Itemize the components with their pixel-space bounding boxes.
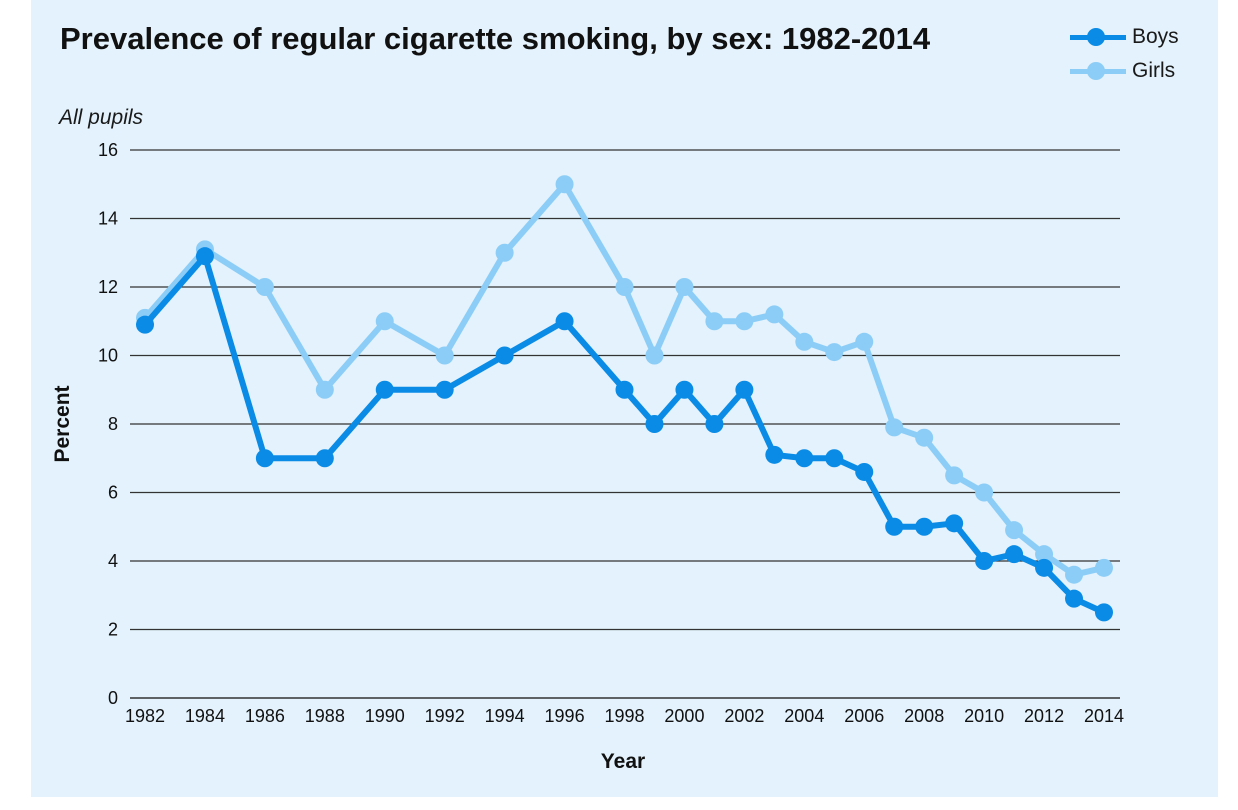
data-point-boys-1984 bbox=[195, 247, 214, 266]
data-point-girls-1992 bbox=[435, 346, 454, 365]
y-tick-label-2: 2 bbox=[108, 620, 118, 640]
y-tick-label-6: 6 bbox=[108, 483, 118, 503]
data-point-girls-1988 bbox=[315, 380, 334, 399]
legend-swatch-boys bbox=[1070, 27, 1126, 47]
data-point-boys-2013 bbox=[1065, 589, 1084, 608]
y-tick-label-12: 12 bbox=[98, 277, 118, 297]
data-point-boys-2005 bbox=[825, 449, 844, 468]
legend-label-boys: Boys bbox=[1132, 25, 1179, 48]
y-tick-label-4: 4 bbox=[108, 551, 118, 571]
x-tick-label-1998: 1998 bbox=[604, 706, 644, 726]
x-tick-label-2014: 2014 bbox=[1084, 706, 1124, 726]
x-tick-label-2000: 2000 bbox=[664, 706, 704, 726]
data-point-girls-2004 bbox=[795, 332, 814, 351]
data-point-girls-2012 bbox=[1035, 545, 1054, 564]
x-tick-label-2010: 2010 bbox=[964, 706, 1004, 726]
data-point-girls-2000 bbox=[675, 278, 694, 296]
data-point-boys-1990 bbox=[375, 380, 394, 399]
data-point-boys-2009 bbox=[945, 514, 964, 533]
data-point-girls-2006 bbox=[855, 332, 874, 351]
data-point-girls-2007 bbox=[885, 418, 904, 437]
y-tick-label-16: 16 bbox=[98, 140, 118, 160]
x-tick-label-1982: 1982 bbox=[125, 706, 165, 726]
data-point-boys-1998 bbox=[615, 380, 634, 399]
data-point-boys-2010 bbox=[975, 552, 994, 570]
data-point-girls-2011 bbox=[1005, 521, 1024, 540]
data-point-boys-1994 bbox=[495, 346, 514, 365]
data-point-boys-2002 bbox=[735, 380, 754, 399]
data-point-girls-2009 bbox=[945, 466, 964, 485]
x-tick-label-2012: 2012 bbox=[1024, 706, 1064, 726]
x-axis-title: Year bbox=[601, 750, 645, 773]
x-tick-label-1988: 1988 bbox=[305, 706, 345, 726]
data-point-boys-1992 bbox=[435, 380, 454, 399]
y-axis-title: Percent bbox=[51, 385, 74, 462]
x-tick-label-1994: 1994 bbox=[485, 706, 525, 726]
data-point-girls-2013 bbox=[1065, 565, 1084, 584]
data-point-girls-1998 bbox=[615, 278, 634, 296]
data-point-girls-2014 bbox=[1095, 558, 1113, 577]
x-tick-label-1990: 1990 bbox=[365, 706, 405, 726]
data-point-boys-2001 bbox=[705, 415, 724, 433]
x-tick-label-1992: 1992 bbox=[425, 706, 465, 726]
data-point-boys-1986 bbox=[255, 449, 274, 468]
x-tick-label-2002: 2002 bbox=[724, 706, 764, 726]
data-point-girls-1990 bbox=[375, 312, 394, 331]
y-tick-label-10: 10 bbox=[98, 346, 118, 366]
data-point-boys-2000 bbox=[675, 380, 694, 399]
data-point-boys-2011 bbox=[1005, 545, 1024, 564]
data-point-boys-1996 bbox=[555, 312, 574, 331]
x-tick-label-2004: 2004 bbox=[784, 706, 824, 726]
x-tick-label-1996: 1996 bbox=[545, 706, 585, 726]
data-point-girls-2002 bbox=[735, 312, 754, 331]
data-point-boys-2008 bbox=[915, 517, 934, 536]
data-point-boys-2014 bbox=[1095, 603, 1113, 622]
data-point-girls-2008 bbox=[915, 428, 934, 447]
data-point-girls-2005 bbox=[825, 343, 844, 362]
data-point-girls-2001 bbox=[705, 312, 724, 331]
legend-swatch-girls bbox=[1070, 61, 1126, 81]
data-point-girls-2003 bbox=[765, 305, 784, 324]
data-point-girls-1994 bbox=[495, 243, 514, 262]
y-tick-label-0: 0 bbox=[108, 688, 118, 708]
legend-label-girls: Girls bbox=[1132, 59, 1176, 82]
data-point-boys-1982 bbox=[136, 315, 154, 334]
legend: Boys Girls bbox=[1070, 20, 1230, 88]
y-tick-label-14: 14 bbox=[98, 209, 118, 229]
data-point-girls-1986 bbox=[255, 278, 274, 296]
x-tick-label-1986: 1986 bbox=[245, 706, 285, 726]
legend-item-girls: Girls bbox=[1070, 54, 1230, 88]
data-point-girls-2010 bbox=[975, 483, 994, 502]
x-tick-label-2006: 2006 bbox=[844, 706, 884, 726]
x-tick-label-1984: 1984 bbox=[185, 706, 225, 726]
data-point-girls-1996 bbox=[555, 175, 574, 194]
data-point-boys-1988 bbox=[315, 449, 334, 468]
series-line-girls bbox=[142, 181, 1107, 578]
chart-subtitle: All pupils bbox=[59, 106, 144, 129]
data-point-boys-2007 bbox=[885, 517, 904, 536]
data-point-boys-2006 bbox=[855, 462, 874, 481]
data-point-boys-2004 bbox=[795, 449, 814, 468]
data-point-boys-1999 bbox=[645, 415, 664, 433]
chart-title: Prevalence of regular cigarette smoking,… bbox=[60, 21, 931, 56]
legend-item-boys: Boys bbox=[1070, 20, 1230, 54]
series-line-boys bbox=[142, 253, 1107, 616]
data-point-boys-2012 bbox=[1035, 558, 1054, 577]
y-tick-label-8: 8 bbox=[108, 414, 118, 434]
data-point-boys-2003 bbox=[765, 445, 784, 464]
data-point-girls-1999 bbox=[645, 346, 664, 365]
x-tick-label-2008: 2008 bbox=[904, 706, 944, 726]
